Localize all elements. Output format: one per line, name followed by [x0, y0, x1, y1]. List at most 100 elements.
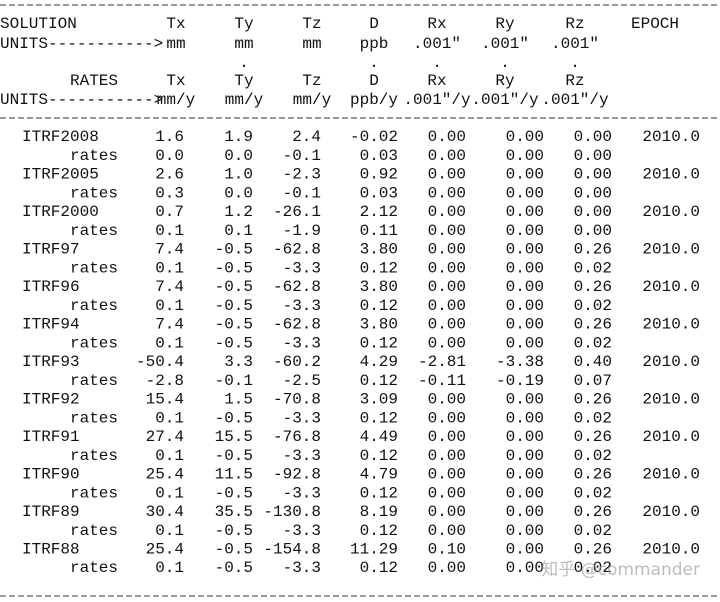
cell: 0.26 [574, 278, 612, 296]
cell: 0.03 [360, 184, 398, 202]
cell: 0.00 [506, 522, 544, 540]
cell: 4.29 [360, 353, 398, 371]
cell: 0.03 [360, 147, 398, 165]
epoch: 2010.0 [642, 540, 700, 558]
cell: 35.5 [215, 503, 253, 521]
cell: 0.26 [574, 241, 612, 259]
cell: 0.12 [360, 447, 398, 465]
cell: -0.5 [215, 334, 253, 352]
cell: 0.3 [155, 184, 184, 202]
cell: -3.3 [283, 259, 321, 277]
cell: 3.80 [360, 316, 398, 334]
row-label: ITRF93 [22, 353, 80, 371]
cell: 0.00 [428, 559, 466, 577]
cell: 0.00 [574, 128, 612, 146]
cell: 0.92 [360, 166, 398, 184]
row-label: rates [70, 409, 118, 427]
epoch: 2010.0 [642, 166, 700, 184]
cell: -62.8 [273, 278, 321, 296]
header-cell: .001″ [551, 35, 599, 53]
cell: 0.02 [574, 259, 612, 277]
header-cell: Rx [427, 72, 446, 90]
cell: 0.00 [428, 128, 466, 146]
cell: -0.11 [418, 372, 466, 390]
cell: 0.00 [428, 391, 466, 409]
cell: 0.00 [428, 484, 466, 502]
cell: 0.00 [428, 147, 466, 165]
cell: -0.5 [215, 259, 253, 277]
header-cell: .001″/y [541, 91, 609, 109]
cell: -3.38 [496, 353, 544, 371]
cell: -0.5 [215, 522, 253, 540]
cell: -154.8 [263, 540, 321, 558]
cell: 0.00 [506, 203, 544, 221]
header-cell: Tz [302, 72, 321, 90]
cell: 3.09 [360, 391, 398, 409]
header-cell: D [369, 72, 379, 90]
row-label: ITRF97 [22, 241, 80, 259]
header-cell: mm [302, 35, 321, 53]
cell: 0.02 [574, 409, 612, 427]
cell: 7.4 [155, 316, 184, 334]
cell: 0.00 [428, 522, 466, 540]
cell: -62.8 [273, 241, 321, 259]
cell: 0.0 [224, 184, 253, 202]
header-dot: . [432, 54, 442, 72]
header-dot: . [369, 54, 379, 72]
cell: -2.81 [418, 353, 466, 371]
cell: 0.1 [155, 334, 184, 352]
cell: 3.80 [360, 241, 398, 259]
cell: 0.12 [360, 522, 398, 540]
cell: 0.00 [506, 447, 544, 465]
cell: 0.07 [574, 372, 612, 390]
epoch: 2010.0 [642, 128, 700, 146]
cell: 0.26 [574, 391, 612, 409]
cell: 0.26 [574, 316, 612, 334]
cell: -3.3 [283, 559, 321, 577]
cell: 0.12 [360, 297, 398, 315]
cell: 0.00 [506, 409, 544, 427]
cell: 2.6 [155, 166, 184, 184]
row-label: ITRF90 [22, 466, 80, 484]
header-dot: . [570, 54, 580, 72]
header-dot: . [239, 54, 249, 72]
cell: -70.8 [273, 391, 321, 409]
cell: -130.8 [263, 503, 321, 521]
row-label: rates [70, 147, 118, 165]
cell: 0.00 [574, 222, 612, 240]
cell: 0.00 [428, 259, 466, 277]
epoch: 2010.0 [642, 391, 700, 409]
cell: 0.1 [155, 409, 184, 427]
cell: 0.00 [506, 128, 544, 146]
cell: 0.00 [506, 166, 544, 184]
row-label: rates [70, 372, 118, 390]
cell: 7.4 [155, 241, 184, 259]
cell: -3.3 [283, 297, 321, 315]
header-cell: Tz [302, 15, 321, 33]
cell: 2.4 [292, 128, 321, 146]
row-label: rates [70, 522, 118, 540]
cell: 0.26 [574, 503, 612, 521]
cell: 0.00 [506, 503, 544, 521]
cell: 0.00 [574, 184, 612, 202]
header-label: SOLUTION [0, 15, 77, 33]
cell: 0.02 [574, 559, 612, 577]
cell: -3.3 [283, 334, 321, 352]
cell: 0.00 [506, 184, 544, 202]
cell: 0.00 [506, 484, 544, 502]
cell: -2.5 [283, 372, 321, 390]
cell: 0.00 [428, 278, 466, 296]
row-label: ITRF2008 [22, 128, 99, 146]
cell: 0.00 [506, 559, 544, 577]
header-cell: mm/y [293, 91, 332, 109]
row-label: rates [70, 334, 118, 352]
cell: -3.3 [283, 409, 321, 427]
header-cell: Ty [234, 15, 254, 33]
row-label: ITRF96 [22, 278, 80, 296]
cell: 27.4 [146, 428, 184, 446]
header-cell: mm [166, 35, 185, 53]
epoch: 2010.0 [642, 466, 700, 484]
cell: 0.0 [224, 147, 253, 165]
